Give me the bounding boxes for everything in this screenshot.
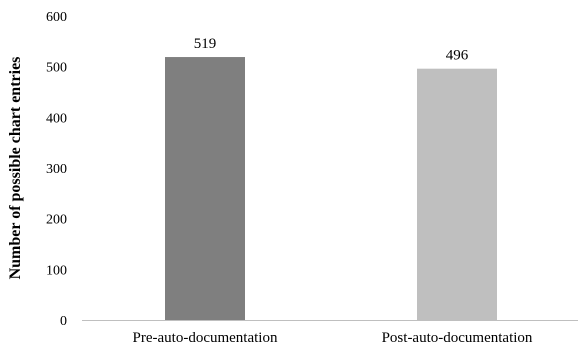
y-tick-label: 400 [46,111,67,126]
x-axis-labels: Pre-auto-documentation Post-auto-document… [133,330,533,346]
y-tick-label: 300 [46,162,67,177]
y-tick-label: 100 [46,263,67,278]
data-labels: 519 496 [194,36,469,64]
y-tick-label: 200 [46,213,67,228]
bar [417,68,497,321]
x-category-label: Post-auto-documentation [382,330,533,346]
y-tick-label: 0 [60,314,67,329]
bar-value-label: 519 [194,36,217,52]
y-tick-label: 500 [46,61,67,76]
bar-value-label: 496 [446,48,469,64]
y-tick-label: 600 [46,10,67,25]
bar [165,57,245,320]
bars [165,57,497,321]
x-category-label: Pre-auto-documentation [133,330,278,346]
y-axis-title: Number of possible chart entries [7,57,24,280]
y-axis-ticks: 0 100 200 300 400 500 600 [46,10,67,329]
